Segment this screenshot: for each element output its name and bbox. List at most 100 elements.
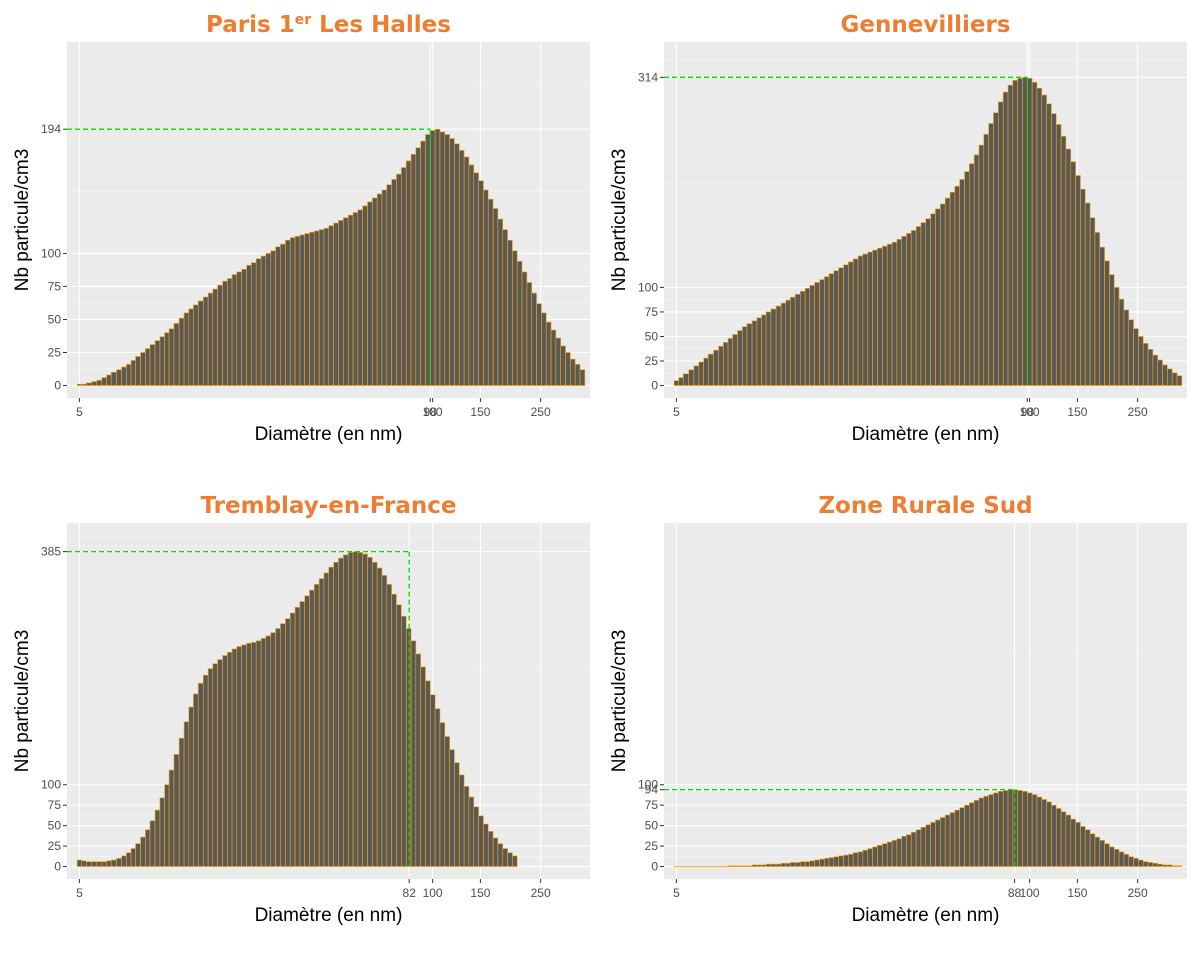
bar <box>275 246 281 386</box>
bar <box>780 302 787 386</box>
bar <box>983 133 989 386</box>
bar <box>1094 232 1101 386</box>
bar <box>824 276 830 386</box>
bar <box>212 663 218 867</box>
y-tick-label: 385 <box>41 545 61 559</box>
y-tick-label: 50 <box>645 329 659 343</box>
chart-title-rest: Les Halles <box>311 12 451 38</box>
bar <box>1162 864 1168 867</box>
bar <box>1089 217 1096 386</box>
bar <box>130 360 136 386</box>
bar <box>833 856 839 867</box>
bar <box>1113 287 1120 386</box>
bar <box>458 150 465 386</box>
bar <box>1012 789 1018 867</box>
bar <box>178 317 185 386</box>
bar <box>973 799 980 867</box>
bar <box>188 706 194 867</box>
bar <box>944 197 951 386</box>
bar <box>959 179 965 386</box>
bar <box>275 628 281 867</box>
bar <box>183 721 190 867</box>
bar <box>313 230 320 386</box>
x-tick-label: 100 <box>1020 886 1040 900</box>
bar <box>101 377 107 386</box>
bar <box>891 840 898 867</box>
bar <box>723 342 729 386</box>
bar <box>959 807 965 867</box>
bar <box>1157 359 1163 386</box>
bar <box>145 829 151 867</box>
bar <box>742 326 748 386</box>
bar <box>1017 790 1023 867</box>
bar <box>732 865 738 867</box>
bar <box>935 208 941 386</box>
bar <box>906 834 912 867</box>
bar <box>978 144 985 386</box>
chart-title-main: Tremblay-en-France <box>201 493 457 519</box>
bar <box>901 236 907 386</box>
bar <box>318 229 325 386</box>
bar <box>536 303 542 386</box>
bar <box>140 836 146 867</box>
bar <box>949 191 956 386</box>
bar <box>91 861 98 867</box>
chart-panel-tremblay: 0 25 50 75 100 385 5 82 100 150 250 Diamètre (en nm… <box>0 481 597 962</box>
bar <box>1109 846 1115 867</box>
bar <box>1104 843 1110 867</box>
bars <box>76 128 586 386</box>
x-axis-label: Diamètre (en nm) <box>852 905 1000 926</box>
bar <box>352 212 359 386</box>
bar <box>294 235 301 386</box>
y-tick-label: 100 <box>41 246 61 260</box>
bar <box>347 214 354 386</box>
bar <box>304 595 310 867</box>
y-axis-label: Nb particule/cm3 <box>12 630 33 773</box>
bar <box>1002 790 1009 867</box>
bar <box>85 861 92 867</box>
chart-title: Paris 1er Les Halles <box>206 12 451 38</box>
bar <box>1017 78 1023 386</box>
bar <box>289 612 296 867</box>
bar <box>983 795 989 867</box>
bar <box>1099 246 1105 386</box>
bar <box>106 374 112 386</box>
bar <box>1051 113 1057 386</box>
bar <box>178 737 185 867</box>
y-tick-label: 94 <box>645 783 659 797</box>
bar <box>386 584 392 867</box>
bar <box>222 280 228 386</box>
bar <box>737 865 743 867</box>
x-tick-label: 82 <box>403 886 417 900</box>
bar <box>574 364 581 386</box>
bar <box>1123 853 1130 867</box>
bar <box>896 838 902 867</box>
bar <box>915 226 922 386</box>
bar <box>478 180 484 386</box>
bar <box>998 790 1004 867</box>
bar <box>804 861 811 867</box>
bar <box>294 606 301 867</box>
bar <box>882 843 888 867</box>
bar <box>188 308 194 386</box>
bar <box>401 167 407 386</box>
bar <box>954 185 960 386</box>
bar <box>478 815 484 867</box>
bar <box>877 844 883 867</box>
bar <box>285 618 291 867</box>
bar <box>940 203 946 386</box>
bar <box>405 160 412 386</box>
bar <box>280 623 286 867</box>
bar <box>202 674 209 867</box>
bar <box>91 381 98 386</box>
bar <box>381 189 388 386</box>
bar <box>280 243 286 386</box>
bar <box>746 865 753 867</box>
bar <box>1152 354 1159 386</box>
bar <box>352 551 359 867</box>
bar <box>809 285 815 386</box>
chart-title-main: Gennevilliers <box>841 12 1011 38</box>
bar <box>497 218 504 386</box>
x-tick-label: 100 <box>423 405 443 419</box>
bar <box>727 338 733 386</box>
